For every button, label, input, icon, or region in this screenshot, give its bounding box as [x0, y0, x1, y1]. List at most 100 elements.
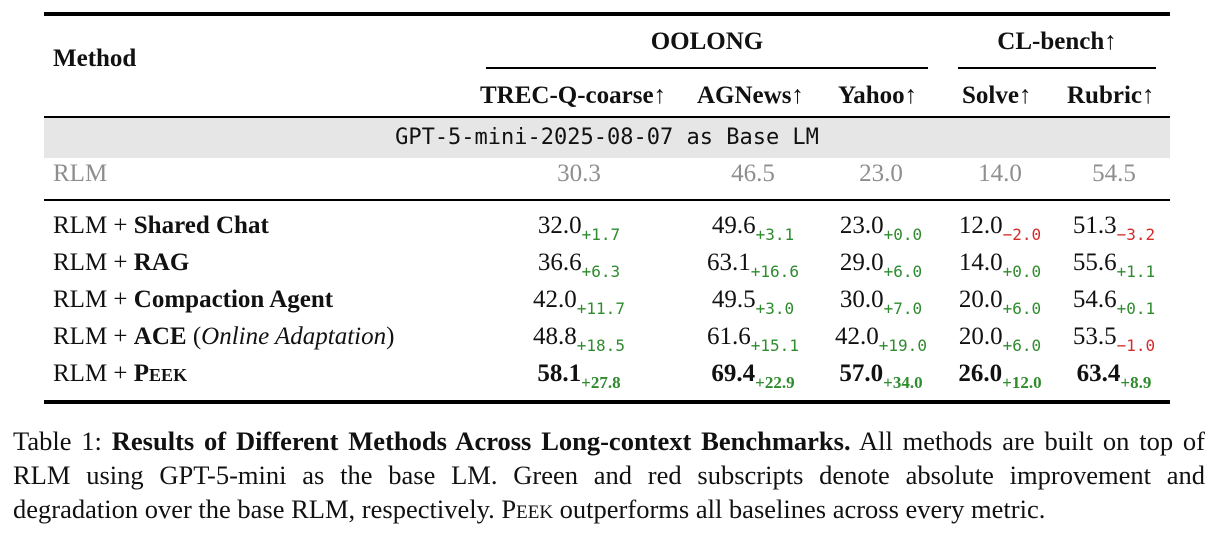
caption-body-1: All methods are built on top of RLM usin…: [13, 426, 1205, 524]
baseline-value-solve: 14.0: [978, 160, 1022, 187]
row-method-prefix: RLM +: [53, 286, 134, 313]
cell-value: 42.0: [533, 286, 577, 313]
row-value-agnews: 49.6+3.1: [688, 212, 818, 244]
row-value-solve: 14.0+0.0: [935, 249, 1065, 281]
cell-delta: +0.1: [1116, 299, 1156, 318]
baseline-value-yahoo: 23.0: [859, 160, 903, 187]
row-value-agnews: 49.5+3.0: [688, 286, 818, 318]
cell-delta: +34.0: [883, 373, 923, 392]
row-method: RLM + Shared Chat: [53, 212, 269, 240]
cell-delta: +6.3: [581, 262, 621, 281]
cell-value: 30.0: [839, 286, 884, 313]
cell-value: 23.0: [839, 212, 884, 239]
row-value-yahoo: 23.0+0.0: [816, 212, 946, 244]
caption-peek: Peek: [501, 494, 554, 524]
row-value-rubric: 63.4+8.9: [1049, 360, 1179, 393]
cell-delta: +0.0: [1002, 262, 1042, 281]
header-bottom-rule: [44, 116, 1170, 118]
cell-value: 12.0: [958, 212, 1003, 239]
cell-delta: +6.0: [883, 262, 923, 281]
row-value-trec: 48.8+18.5: [514, 323, 644, 355]
cell-value: 63.1: [707, 249, 751, 276]
row-method-prefix: RLM +: [53, 212, 134, 239]
row-method-name: Peek: [133, 360, 188, 387]
caption-label: Table 1:: [13, 426, 102, 456]
row-value-yahoo: 57.0+34.0: [816, 360, 946, 393]
row-value-yahoo: 30.0+7.0: [816, 286, 946, 318]
row-value-solve: 26.0+12.0: [935, 360, 1065, 393]
cell-value: 20.0: [958, 286, 1003, 313]
cell-delta: +6.0: [1002, 299, 1042, 318]
baseline-bottom-rule: [44, 199, 1170, 201]
row-method-paren-open: (: [186, 323, 202, 350]
cell-delta: +6.0: [1002, 336, 1042, 355]
cell-value: 48.8: [533, 323, 577, 350]
row-method-prefix: RLM +: [53, 323, 134, 350]
cell-value: 14.0: [958, 249, 1003, 276]
row-value-agnews: 69.4+22.9: [688, 360, 818, 393]
row-value-yahoo: 42.0+19.0: [816, 323, 946, 355]
row-value-rubric: 53.5−1.0: [1049, 323, 1179, 355]
cell-delta: +3.1: [755, 225, 795, 244]
row-method-name: RAG: [133, 249, 190, 276]
cell-value: 58.1: [537, 360, 582, 387]
group-header-oolong: OOLONG: [650, 28, 764, 55]
row-value-trec: 32.0+1.7: [514, 212, 644, 244]
cell-delta: +1.7: [581, 225, 621, 244]
caption-body-2: outperforms all baselines across every m…: [559, 494, 1046, 524]
baseline-value-agnews: 46.5: [731, 160, 775, 187]
cell-value: 36.6: [537, 249, 582, 276]
cell-delta: +11.7: [576, 299, 625, 318]
row-value-rubric: 54.6+0.1: [1049, 286, 1179, 318]
cell-delta: +18.5: [576, 336, 625, 355]
row-method-prefix: RLM +: [53, 249, 134, 276]
cell-value: 54.6: [1072, 286, 1117, 313]
row-method-name: ACE: [133, 323, 187, 350]
row-value-rubric: 51.3−3.2: [1049, 212, 1179, 244]
cell-value: 57.0: [839, 360, 884, 387]
cell-value: 55.6: [1072, 249, 1117, 276]
cell-delta: +19.0: [878, 336, 927, 355]
row-value-agnews: 63.1+16.6: [688, 249, 818, 281]
row-value-trec: 42.0+11.7: [514, 286, 644, 318]
section-label: GPT-5-mini-2025-08-07 as Base LM: [395, 125, 819, 150]
row-method-name: Shared Chat: [133, 212, 269, 239]
column-header-solve: Solve↑: [962, 82, 1032, 109]
cell-value: 29.0: [839, 249, 884, 276]
table-caption: Table 1: Results of Different Methods Ac…: [13, 424, 1205, 526]
baseline-value-trec: 30.3: [557, 160, 601, 187]
cell-delta: −1.0: [1116, 336, 1156, 355]
column-header-rubric: Rubric↑: [1067, 82, 1155, 109]
row-method: RLM + Compaction Agent: [53, 286, 333, 314]
cell-value: 20.0: [958, 323, 1003, 350]
row-method-suffix: Online Adaptation: [201, 323, 387, 350]
cell-value: 51.3: [1072, 212, 1117, 239]
cell-delta: +15.1: [750, 336, 799, 355]
row-value-trec: 58.1+27.8: [514, 360, 644, 393]
row-value-solve: 12.0−2.0: [935, 212, 1065, 244]
row-value-trec: 36.6+6.3: [514, 249, 644, 281]
row-method: RLM + Peek: [53, 360, 187, 388]
cell-delta: +12.0: [1002, 373, 1042, 392]
row-value-solve: 20.0+6.0: [935, 286, 1065, 318]
cell-value: 53.5: [1072, 323, 1117, 350]
cell-value: 49.5: [711, 286, 756, 313]
group-header-cl-bench: CL-bench↑: [997, 28, 1117, 55]
cell-delta: +7.0: [883, 299, 923, 318]
row-value-yahoo: 29.0+6.0: [816, 249, 946, 281]
row-value-solve: 20.0+6.0: [935, 323, 1065, 355]
cell-delta: +16.6: [750, 262, 799, 281]
cell-delta: +0.0: [883, 225, 923, 244]
row-method: RLM + ACE (Online Adaptation): [53, 323, 394, 351]
row-value-rubric: 55.6+1.1: [1049, 249, 1179, 281]
column-header-agnews: AGNews↑: [697, 82, 804, 109]
caption-title: Results of Different Methods Across Long…: [111, 426, 851, 456]
cell-value: 61.6: [707, 323, 751, 350]
cell-value: 49.6: [711, 212, 756, 239]
baseline-value-rubric: 54.5: [1092, 160, 1136, 187]
cell-value: 32.0: [537, 212, 582, 239]
cell-delta: +3.0: [755, 299, 795, 318]
cell-value: 69.4: [711, 360, 756, 387]
cell-value: 26.0: [958, 360, 1003, 387]
row-method-paren-close: ): [386, 323, 395, 350]
